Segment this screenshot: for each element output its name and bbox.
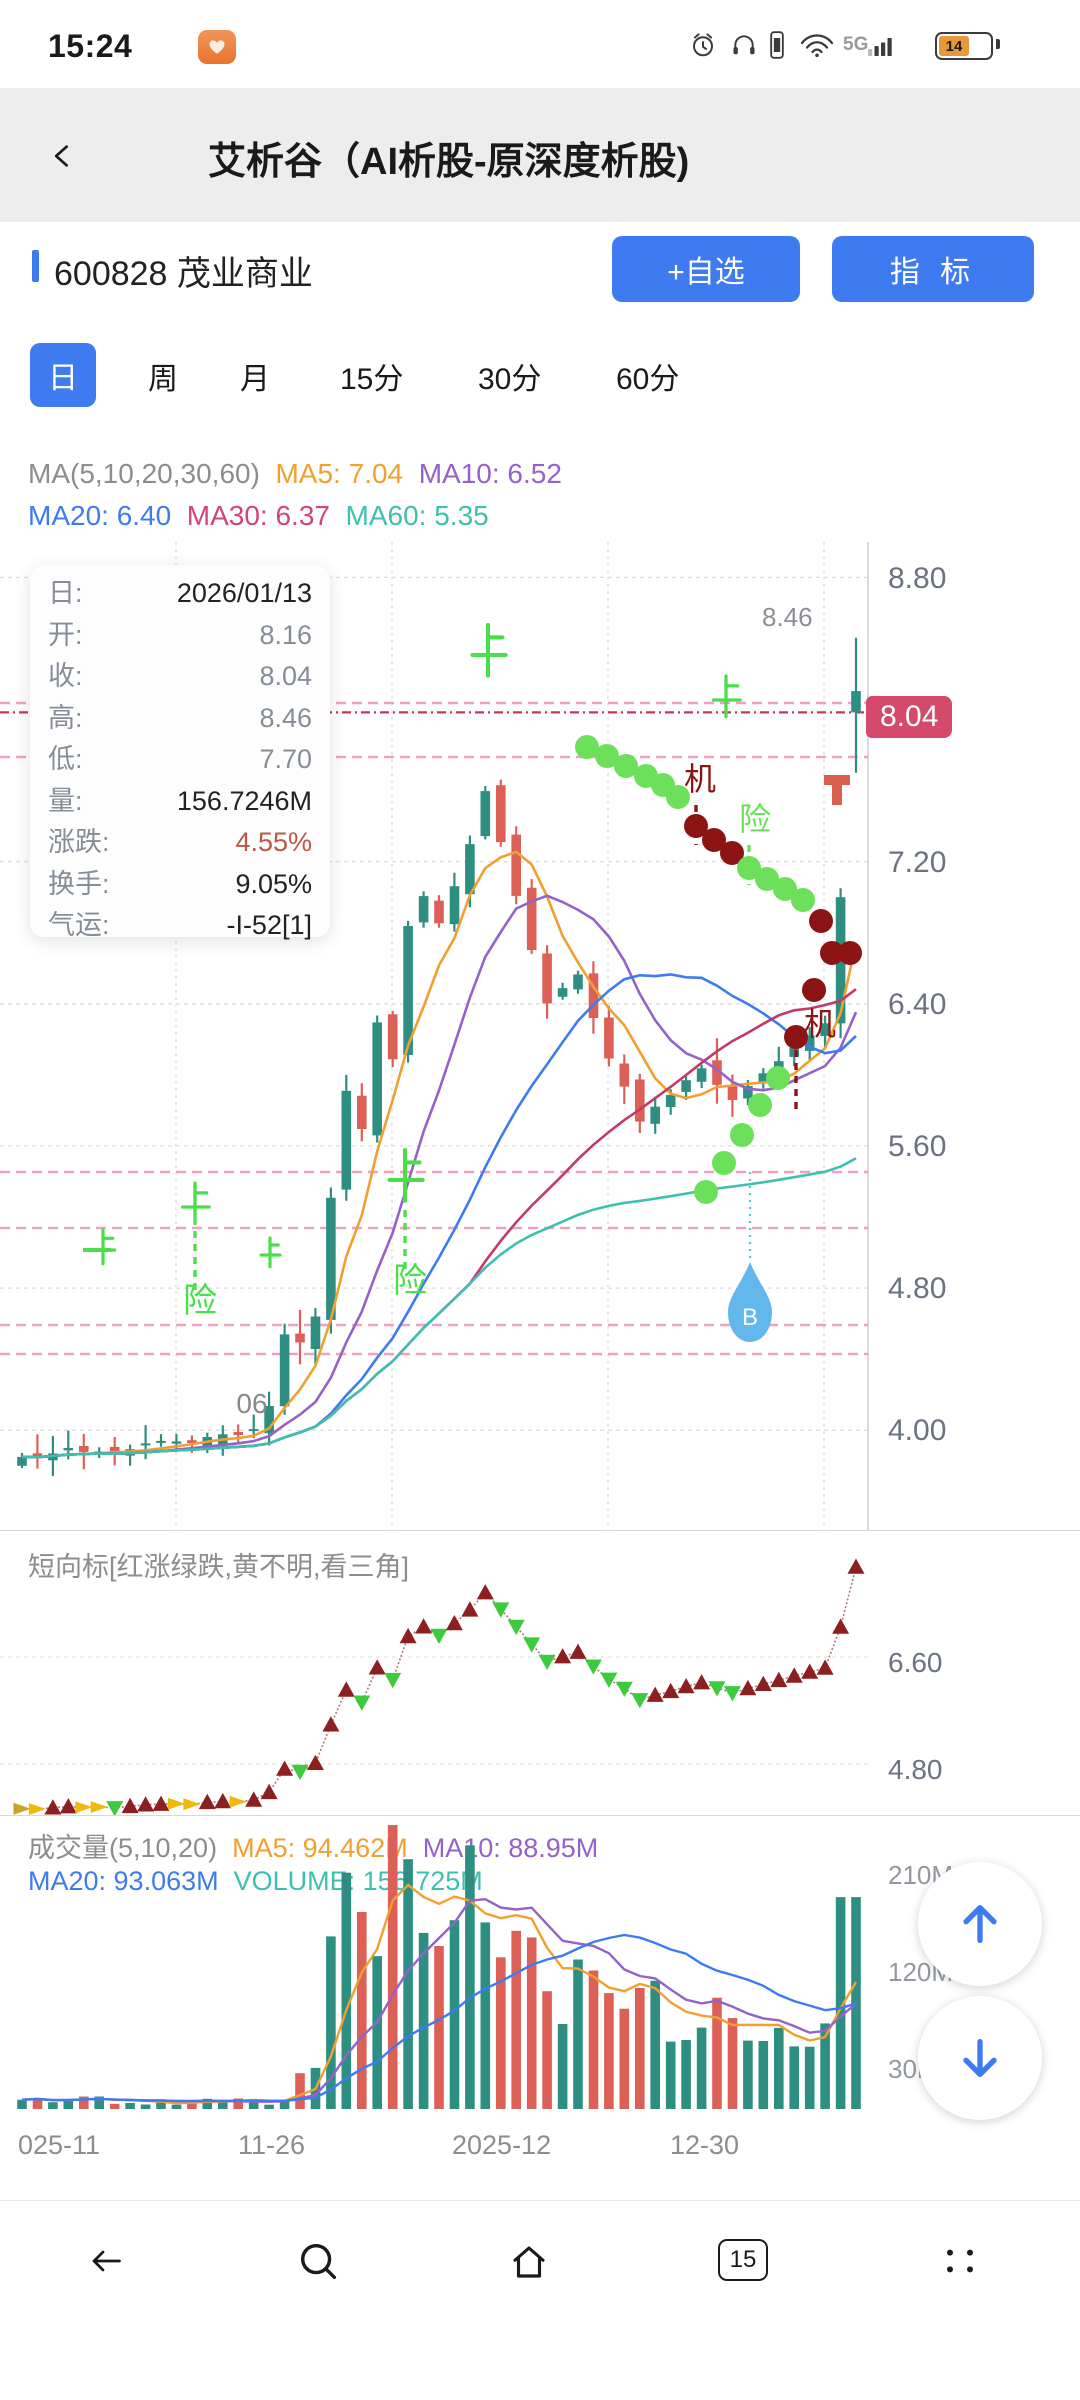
svg-text:险: 险 (739, 801, 771, 837)
svg-text:机: 机 (804, 1006, 836, 1042)
svg-text:06: 06 (236, 1388, 267, 1419)
svg-text:机: 机 (684, 761, 716, 797)
svg-text:险: 险 (183, 1282, 217, 1320)
svg-text:B: B (742, 1304, 758, 1331)
svg-text:险: 险 (393, 1262, 427, 1300)
